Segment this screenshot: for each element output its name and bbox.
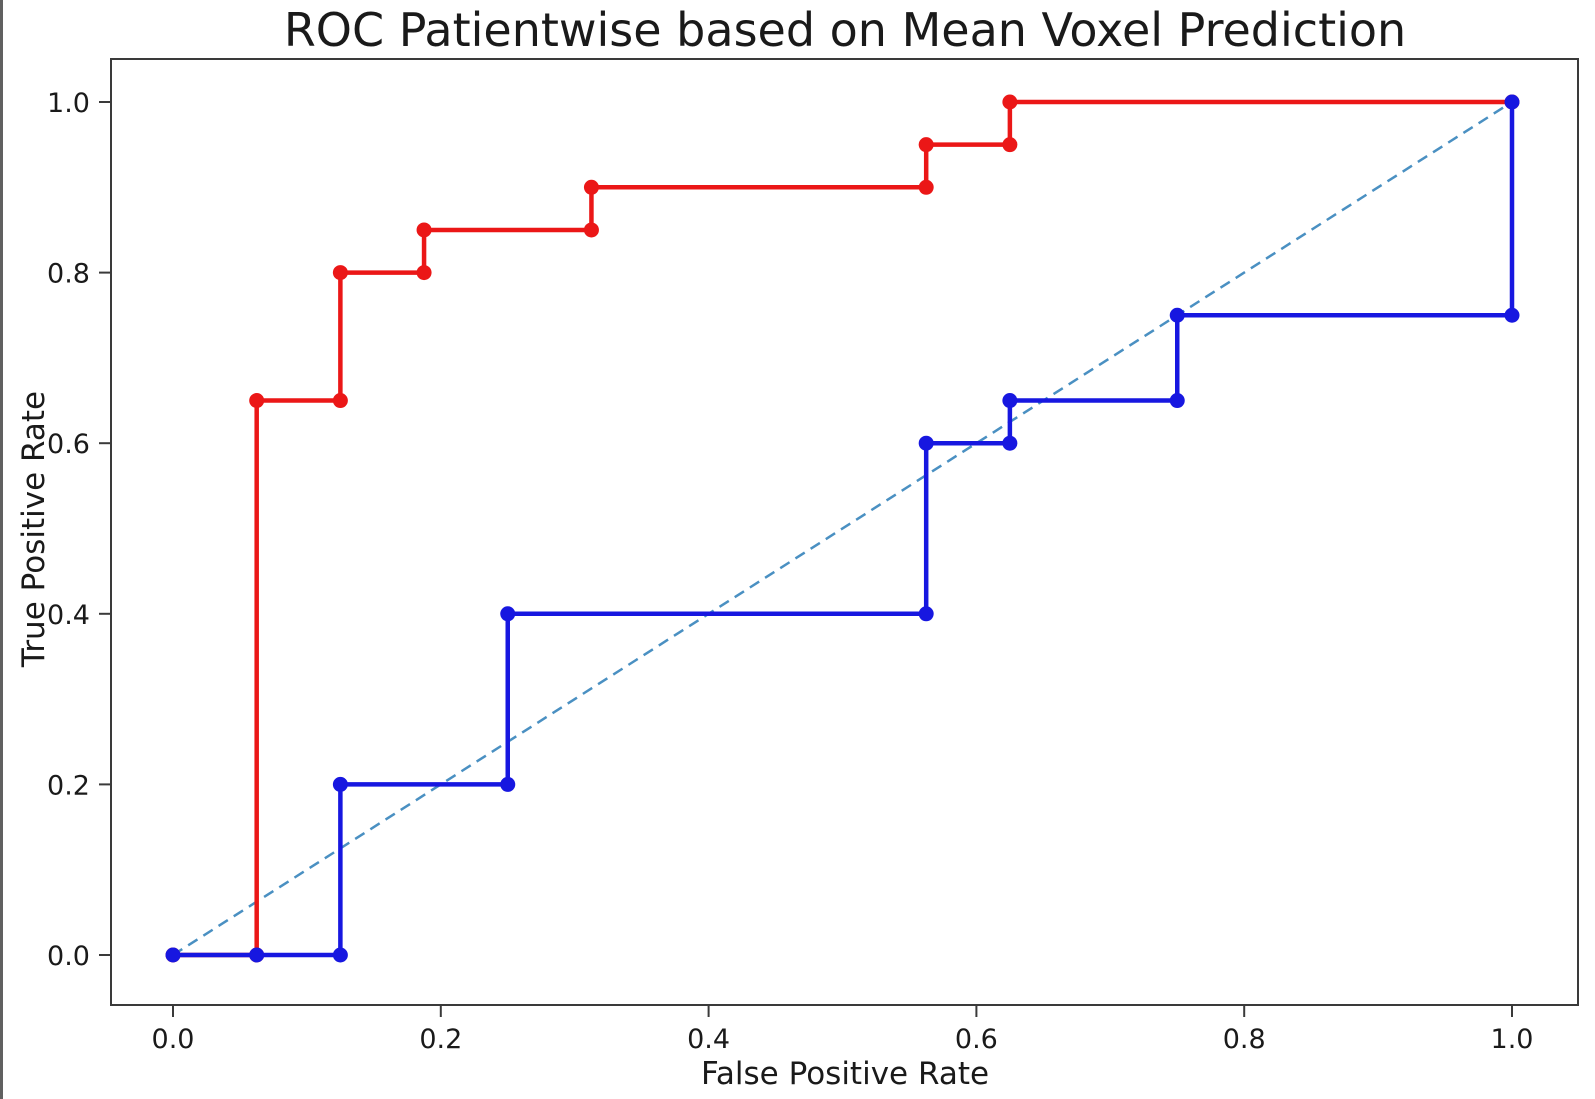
blue-roc-curve-data-point <box>1169 307 1185 323</box>
red-roc-curve-data-point <box>416 265 432 281</box>
blue-roc-curve-data-point <box>918 606 934 622</box>
blue-roc-curve-data-point <box>500 606 516 622</box>
x-tick-label: 1.0 <box>1491 1024 1534 1055</box>
y-tick-label: 0.2 <box>47 770 90 801</box>
red-roc-curve-data-point <box>1002 94 1018 110</box>
blue-roc-curve-data-point <box>1504 307 1520 323</box>
red-roc-curve-data-point <box>1002 137 1018 153</box>
y-tick-label: 0.0 <box>47 941 90 972</box>
series-layer <box>165 94 1520 963</box>
y-tick-label: 1.0 <box>47 88 90 119</box>
x-axis-label: False Positive Rate <box>701 1056 989 1092</box>
blue-roc-curve-data-point <box>249 947 265 963</box>
y-tick-label: 0.8 <box>47 259 90 290</box>
blue-roc-curve-data-point <box>918 435 934 451</box>
blue-roc-curve-data-point <box>1504 94 1520 110</box>
axes-frame-layer <box>110 58 1579 1006</box>
blue-roc-curve-data-point <box>500 776 516 792</box>
axes-frame <box>110 58 1579 1006</box>
blue-roc-curve-data-point <box>165 947 181 963</box>
red-roc-curve-data-point <box>583 179 599 195</box>
red-roc-curve-data-point <box>583 222 599 238</box>
y-tick-label: 0.6 <box>47 429 90 460</box>
screen-left-edge-line <box>0 0 3 1099</box>
red-roc-curve-data-point <box>332 393 348 409</box>
blue-roc-curve-data-point <box>332 776 348 792</box>
blue-roc-curve-data-point <box>1002 435 1018 451</box>
x-tick-label: 0.8 <box>1223 1024 1266 1055</box>
red-roc-curve-data-point <box>918 137 934 153</box>
y-axis-label: True Positive Rate <box>16 391 52 668</box>
x-tick-label: 0.4 <box>687 1024 730 1055</box>
reference-line-layer <box>172 100 1513 957</box>
red-roc-curve-data-point <box>918 179 934 195</box>
blue-roc-curve-data-point <box>332 947 348 963</box>
red-roc-curve <box>173 99 1512 958</box>
chart-title: ROC Patientwise based on Mean Voxel Pred… <box>284 3 1406 57</box>
red-roc-curve-data-point <box>249 393 265 409</box>
blue-roc-curve-data-point <box>1002 393 1018 409</box>
blue-roc-curve <box>173 102 1515 958</box>
axis-ticks-layer: 0.0 0.2 0.4 0.6 0.8 1.0 0.0 0.2 0.4 0.6 0.8 1.0 <box>47 88 1533 1055</box>
red-roc-curve-data-point <box>416 222 432 238</box>
x-tick-label: 0.2 <box>419 1024 462 1055</box>
y-tick-label: 0.4 <box>47 600 90 631</box>
x-tick-label: 0.6 <box>955 1024 998 1055</box>
chance-diagonal <box>172 100 1513 957</box>
red-roc-curve-data-point <box>332 265 348 281</box>
blue-roc-curve-data-point <box>1169 393 1185 409</box>
x-tick-label: 0.0 <box>152 1024 195 1055</box>
